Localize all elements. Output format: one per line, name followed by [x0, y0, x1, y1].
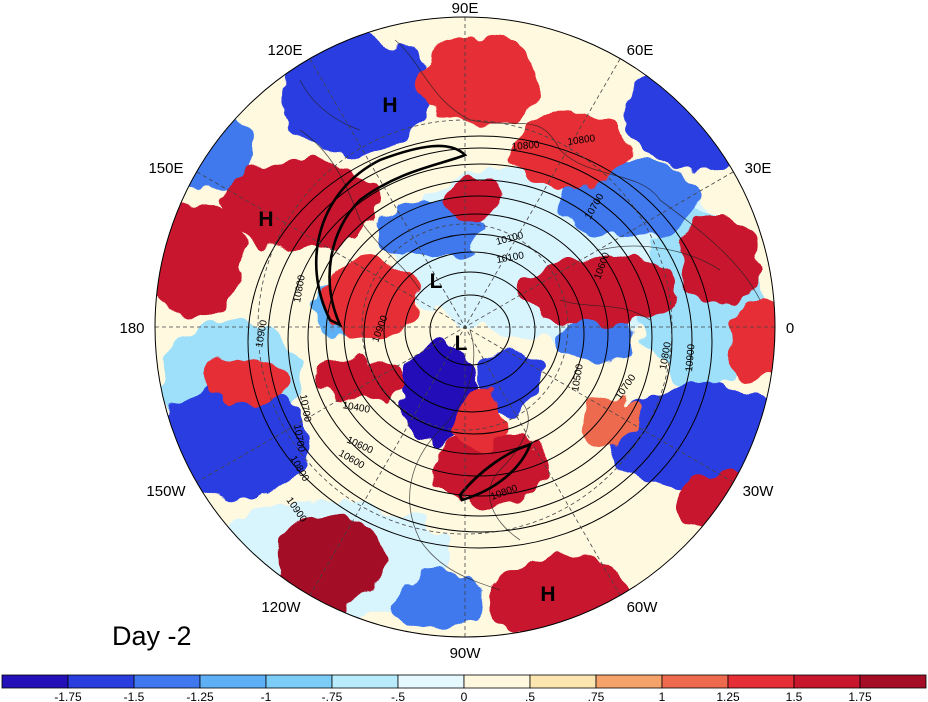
- anomaly-shading: [155, 17, 775, 637]
- colorbar-swatch: [463, 674, 531, 689]
- lon-label-60e: 60E: [627, 42, 654, 59]
- coastlines: [299, 39, 761, 591]
- colorbar: -1.75 -1.5 -1.25 -1 -.75 -.5 0 .5 .75 1 1.25 1.5 1.7…: [1, 674, 927, 702]
- contour-label: 10700: [297, 394, 313, 424]
- colorbar-tick-label: 1.25: [716, 690, 740, 702]
- lon-label-90e: 90E: [452, 0, 479, 17]
- colorbar-ticks: -1.75 -1.5 -1.25 -1 -.75 -.5 0 .5 .75 1 1.25 1.5 1.7…: [54, 690, 872, 702]
- colorbar-tick-label: 0: [461, 690, 468, 702]
- contour-label: 10100: [496, 250, 526, 266]
- colorbar-tick-label: -1.25: [186, 690, 214, 702]
- colorbar-tick-label: -1.5: [124, 690, 145, 702]
- contour-label: 10800: [567, 133, 597, 148]
- longitude-labels: 90E 60E 120E 30E 150E 0 180 30W 150W 60W…: [119, 0, 794, 662]
- lon-label-150e: 150E: [148, 160, 183, 177]
- colorbar-swatch: [661, 674, 729, 689]
- graticule: [155, 17, 775, 637]
- lon-label-90w: 90W: [450, 645, 482, 662]
- map-boundary: [154, 16, 776, 638]
- lon-label-150w: 150W: [146, 483, 186, 500]
- panel-label: Day -2: [112, 621, 192, 651]
- colorbar-swatch: [133, 674, 201, 689]
- colorbar-tick-label: .75: [588, 690, 605, 702]
- pressure-centers: H H L L H: [258, 94, 555, 606]
- low-center-marker: L: [430, 270, 443, 293]
- colorbar-swatch: [859, 674, 927, 689]
- low-center-marker: L: [455, 332, 468, 355]
- high-center-marker: H: [540, 583, 555, 606]
- height-contours: [247, 135, 713, 549]
- colorbar-swatches: [1, 674, 927, 689]
- contour-label: 10800: [511, 140, 540, 153]
- colorbar-swatch: [265, 674, 333, 689]
- lon-label-0: 0: [786, 320, 794, 337]
- colorbar-tick-label: -.75: [322, 690, 343, 702]
- high-center-marker: H: [258, 208, 273, 231]
- high-center-marker: H: [382, 94, 397, 117]
- contour-label: 10700: [291, 424, 307, 454]
- contour-label: 10800: [658, 341, 674, 371]
- colorbar-swatch: [727, 674, 795, 689]
- colorbar-swatch: [595, 674, 663, 689]
- colorbar-swatch: [397, 674, 465, 689]
- colorbar-tick-label: -1.75: [54, 690, 82, 702]
- contour-label: 10900: [254, 319, 270, 349]
- colorbar-tick-label: 1.75: [848, 690, 872, 702]
- lon-label-60w: 60W: [627, 599, 659, 616]
- contour-label: 10500: [570, 363, 586, 393]
- colorbar-swatch: [67, 674, 135, 689]
- contour-label: 10400: [341, 400, 371, 416]
- colorbar-swatch: [793, 674, 861, 689]
- lon-label-120e: 120E: [267, 42, 302, 59]
- lon-label-30w: 30W: [743, 483, 775, 500]
- colorbar-swatch: [199, 674, 267, 689]
- colorbar-tick-label: 1: [659, 690, 666, 702]
- contour-label: 10800: [292, 274, 308, 304]
- contour-label: 10900: [684, 343, 697, 372]
- colorbar-swatch: [1, 674, 69, 689]
- colorbar-swatch: [529, 674, 597, 689]
- colorbar-tick-label: 1.5: [786, 690, 803, 702]
- colorbar-tick-label: .5: [525, 690, 535, 702]
- jet-contours: [314, 144, 533, 502]
- lon-label-30e: 30E: [745, 160, 772, 177]
- colorbar-tick-label: -1: [261, 690, 272, 702]
- lon-label-120w: 120W: [261, 599, 301, 616]
- colorbar-swatch: [331, 674, 399, 689]
- colorbar-tick-label: -.5: [391, 690, 405, 702]
- lon-label-180: 180: [119, 320, 144, 337]
